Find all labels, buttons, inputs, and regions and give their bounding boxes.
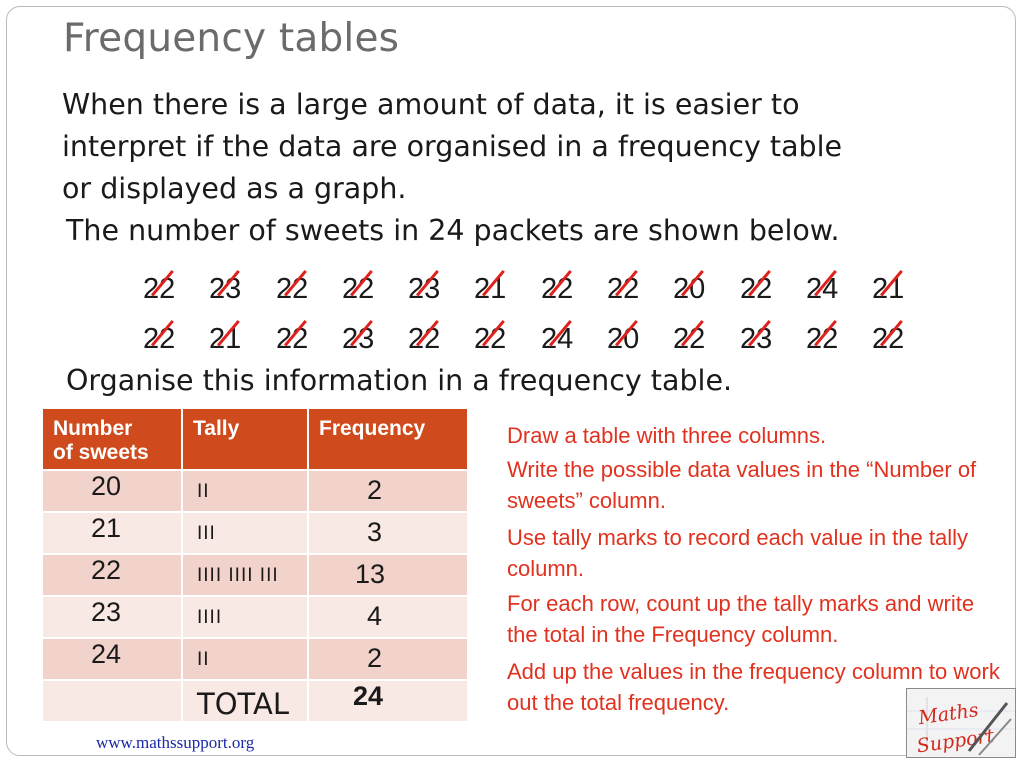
packets-sentence: The number of sweets in 24 packets are s… xyxy=(66,214,840,247)
step-text: Use tally marks to record each value in … xyxy=(507,525,968,581)
row-tally: III xyxy=(197,523,216,544)
header-tally: Tally xyxy=(181,407,309,471)
data-value: 21 xyxy=(209,323,242,355)
row-frequency: 4 xyxy=(367,601,383,631)
step-text: Draw a table with three columns. xyxy=(507,423,827,448)
step-text: For each row, count up the tally marks a… xyxy=(507,591,975,647)
row-tally: IIII IIII III xyxy=(197,565,279,586)
data-value: 22 xyxy=(541,273,574,305)
logo-graphic: Maths Support xyxy=(907,689,1015,757)
header-number-of-sweets: Number of sweets xyxy=(41,407,183,471)
data-value: 22 xyxy=(806,323,839,355)
data-value: 20 xyxy=(673,273,706,305)
header-frequency: Frequency xyxy=(307,407,469,471)
frequency-table: Number of sweets Tally Frequency 20 II 2… xyxy=(41,407,469,723)
total-value: 24 xyxy=(353,681,384,711)
step-text: Write the possible data values in the “N… xyxy=(507,457,977,513)
data-value: 22 xyxy=(607,273,640,305)
data-value: 22 xyxy=(673,323,706,355)
data-value: 22 xyxy=(143,273,176,305)
row-value: 20 xyxy=(91,471,122,501)
organise-instruction: Organise this information in a frequency… xyxy=(66,364,733,397)
data-value: 22 xyxy=(143,323,176,355)
website-link[interactable]: www.mathssupport.org xyxy=(96,733,255,752)
intro-paragraph: When there is a large amount of data, it… xyxy=(62,84,962,210)
data-value: 23 xyxy=(342,323,375,355)
intro-line: interpret if the data are organised in a… xyxy=(62,130,843,163)
data-value: 23 xyxy=(408,273,441,305)
header-line: of sweets xyxy=(53,441,149,464)
intro-line: When there is a large amount of data, it… xyxy=(62,88,800,121)
total-label: TOTAL xyxy=(197,687,289,721)
data-value: 20 xyxy=(607,323,640,355)
header-line: Number xyxy=(53,417,133,440)
row-value: 24 xyxy=(91,639,122,669)
row-tally: II xyxy=(197,649,210,670)
data-value: 23 xyxy=(740,323,773,355)
data-value: 22 xyxy=(276,273,309,305)
slide-frame xyxy=(6,6,1016,756)
row-frequency: 2 xyxy=(367,643,383,673)
data-value: 22 xyxy=(342,273,375,305)
data-value: 21 xyxy=(474,273,507,305)
table-row: 24 II 2 xyxy=(41,637,469,681)
table-row: 22 IIII IIII III 13 xyxy=(41,553,469,597)
page-title: Frequency tables xyxy=(63,16,400,61)
row-frequency: 13 xyxy=(355,559,386,589)
table-row: 20 II 2 xyxy=(41,469,469,513)
data-value: 24 xyxy=(806,273,839,305)
row-value: 22 xyxy=(91,555,122,585)
data-value: 23 xyxy=(209,273,242,305)
row-value: 21 xyxy=(91,513,122,543)
data-value: 22 xyxy=(872,323,905,355)
table-row: 21 III 3 xyxy=(41,511,469,555)
row-value: 23 xyxy=(91,597,122,627)
data-value: 22 xyxy=(474,323,507,355)
step-text: Add up the values in the frequency colum… xyxy=(507,659,1000,715)
table-total-row: TOTAL 24 xyxy=(41,679,469,723)
row-frequency: 3 xyxy=(367,517,383,547)
data-value: 24 xyxy=(541,323,574,355)
row-tally: II xyxy=(197,481,210,502)
data-value: 21 xyxy=(872,273,905,305)
data-value: 22 xyxy=(276,323,309,355)
maths-support-logo: Maths Support xyxy=(906,688,1016,758)
table-row: 23 IIII 4 xyxy=(41,595,469,639)
intro-line: or displayed as a graph. xyxy=(62,172,407,205)
data-value: 22 xyxy=(408,323,441,355)
data-value: 22 xyxy=(740,273,773,305)
row-frequency: 2 xyxy=(367,475,383,505)
row-tally: IIII xyxy=(197,607,223,628)
